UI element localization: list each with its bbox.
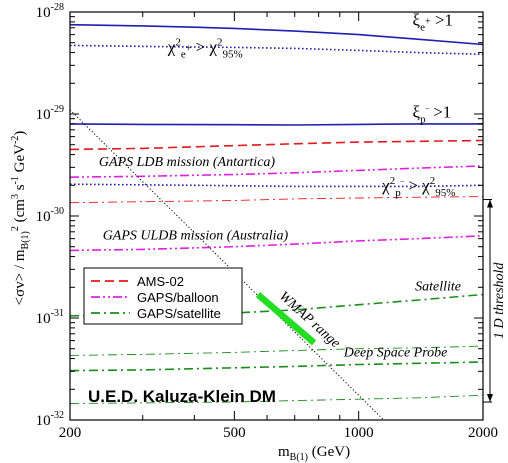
- y-tick-label: 10-28: [36, 2, 64, 21]
- y-axis-title-sup3: 3: [10, 194, 21, 199]
- x-axis-title-rest: (GeV): [308, 444, 350, 460]
- y-axis-title-supm2: -2: [10, 136, 21, 144]
- y-tick-label: 10-30: [36, 206, 64, 225]
- x-axis-title-sub: B(1): [290, 452, 308, 463]
- y-tick-label: 10-29: [36, 104, 64, 123]
- series-wmap: [255, 292, 317, 346]
- y-axis-title-part3: s: [12, 184, 28, 194]
- lbl-dsp: Deep Space Probe: [343, 345, 448, 360]
- threshold-arrow-head-bottom: [487, 394, 493, 403]
- plot-lines: [70, 23, 483, 420]
- lbl-satellite: Satellite: [415, 280, 461, 295]
- series-dsp_mid: [70, 361, 483, 372]
- tick-labels: 200 500 1000 2000 10-28 10-29 10-30 10-31 10-32: [36, 2, 498, 441]
- y-axis-title: <σv> / mB(1)2 (cm3 s-1 GeV-2): [10, 131, 31, 306]
- y-axis-title-sub: B(1): [20, 231, 31, 249]
- x-axis-title-main: m: [278, 444, 290, 460]
- axis-ticks: [69, 12, 484, 421]
- lbl-chi-e: χ2e+ > χ295%: [167, 37, 243, 61]
- series-dsp_top: [70, 345, 483, 356]
- y-axis-title-supm1: -1: [10, 176, 21, 184]
- series-gaps_ldb: [70, 165, 483, 178]
- lbl-threshold: 1 D threshold: [492, 262, 507, 339]
- legend-box: [83, 267, 243, 325]
- annotations: ξe+ >1 χ2e+ > χ295% ξp‾ >1 χ2p‾ > χ295% GAPS…: [99, 10, 461, 360]
- threshold-marker: 1 D threshold: [483, 199, 507, 403]
- y-axis-title-part2: (cm: [12, 199, 28, 226]
- y-axis-title-part5: ): [12, 131, 28, 136]
- y-axis-title-part4: GeV: [12, 144, 28, 176]
- series-gaps_uldb: [70, 235, 483, 252]
- legend-label: GAPS/balloon: [137, 290, 219, 305]
- y-axis-title-sup2: 2: [10, 226, 21, 231]
- x-axis-title: mB(1) (GeV): [278, 444, 350, 463]
- lbl-xi-p: ξp‾ >1: [413, 103, 452, 126]
- y-tick-label: 10-32: [36, 410, 64, 429]
- x-tick-label: 2000: [468, 425, 498, 441]
- series-xi_p: [70, 123, 483, 126]
- series-chi_e: [70, 44, 483, 56]
- chart-title: U.E.D. Kaluza-Klein DM: [88, 387, 276, 406]
- series-chi_p: [70, 183, 483, 188]
- x-tick-label: 1000: [344, 425, 374, 441]
- lbl-xi-e: ξe+ >1: [413, 10, 453, 33]
- series-xi_e: [70, 23, 483, 46]
- x-tick-label: 200: [59, 425, 82, 441]
- y-tick-label: 10-31: [36, 308, 64, 327]
- lbl-gaps-uldb: GAPS ULDB mission (Australia): [103, 228, 289, 243]
- y-axis-title-part1: <σv> / m: [12, 249, 28, 305]
- series-relic_line: [70, 109, 385, 420]
- lbl-chi-p: χ2p‾ > χ295%: [381, 175, 455, 199]
- legend-label: GAPS/satellite: [137, 306, 221, 321]
- lbl-gaps-ldb: GAPS LDB mission (Antartica): [99, 155, 275, 170]
- series-ams02: [70, 139, 483, 151]
- x-tick-label: 500: [223, 425, 246, 441]
- series-ams02_thin: [70, 196, 483, 204]
- threshold-arrow-head-top: [487, 199, 493, 208]
- series-gaps_sat: [70, 293, 483, 317]
- series-dsp_bot: [70, 394, 483, 404]
- legend-label: AMS-02: [137, 274, 184, 289]
